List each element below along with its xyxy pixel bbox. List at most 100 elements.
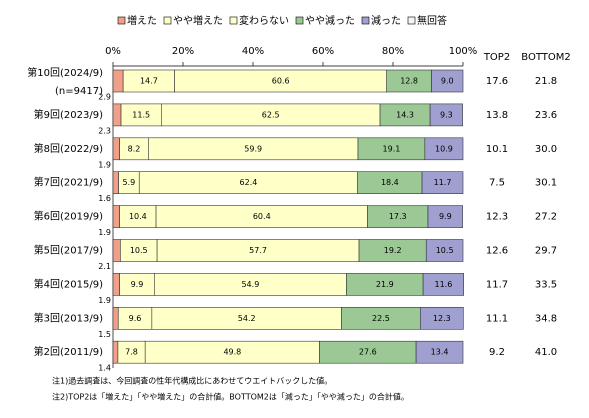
category-label: 第3回(2013/9) [34, 311, 103, 324]
summary-header: TOP2 [483, 52, 510, 63]
value-label: 1.6 [98, 194, 111, 203]
value-label: 49.8 [223, 348, 241, 357]
value-label: 18.4 [381, 178, 399, 187]
value-label: 1.9 [98, 296, 111, 305]
category-label: 第9回(2023/9) [34, 108, 103, 121]
value-label: 19.1 [383, 144, 401, 153]
summary-value: 33.5 [535, 279, 557, 290]
value-label: 54.2 [238, 314, 256, 323]
value-label: 12.8 [400, 77, 418, 86]
bar-segment [112, 340, 119, 364]
bar-segment [112, 205, 120, 228]
legend-label: 減った [371, 14, 401, 27]
value-label: 2.1 [98, 262, 111, 271]
value-label: 11.5 [132, 110, 150, 119]
value-label: 1.9 [98, 160, 111, 169]
summary-value: 10.1 [486, 144, 508, 155]
legend-label: やや減った [305, 14, 355, 27]
value-label: 59.9 [244, 144, 262, 153]
summary-value: 12.6 [486, 246, 508, 257]
value-label: 7.8 [125, 348, 138, 357]
summary-value: 29.7 [535, 246, 557, 257]
category-label: 第7回(2021/9) [34, 176, 103, 189]
bar-segment [425, 239, 464, 262]
legend-label: やや増えた [173, 14, 223, 27]
value-label: 1.4 [98, 364, 111, 373]
value-label: 60.4 [253, 212, 271, 221]
note: 注1)過去調査は、今回調査の性年代構成比にあわせてウエイトバックした値。 [52, 376, 332, 386]
summary-value: 34.8 [535, 313, 557, 324]
summary-value: 11.7 [486, 279, 508, 290]
category-label: 第2回(2011/9) [34, 345, 103, 358]
summary-value: 41.0 [535, 347, 557, 358]
x-tick-label: 20% [172, 46, 194, 57]
value-label: 62.5 [262, 110, 280, 119]
value-label: 21.9 [376, 280, 394, 289]
bar-segment [422, 273, 465, 296]
summary-value: 7.5 [489, 178, 505, 189]
summary-value: 12.3 [486, 212, 508, 223]
value-label: 27.6 [359, 348, 377, 357]
value-label: 9.0 [441, 77, 454, 86]
value-label: 10.9 [435, 144, 453, 153]
note: 注2)TOP2は「増えた」「やや増えた」の合計値。BOTTOM2は「減った」「や… [52, 392, 409, 402]
value-label: 2.3 [98, 126, 111, 135]
value-label: 11.6 [434, 280, 452, 289]
value-label: 8.2 [128, 144, 141, 153]
value-label: 19.2 [384, 246, 402, 255]
legend-label: 変わらない [239, 14, 289, 27]
bar-segment [419, 306, 464, 330]
value-label: 2.9 [98, 93, 111, 102]
x-tick-label: 80% [382, 46, 404, 57]
legend-swatch [163, 16, 172, 25]
value-label: 10.5 [130, 246, 148, 255]
value-label: 10.4 [129, 212, 147, 221]
summary-value: 11.1 [486, 313, 508, 324]
summary-value: 21.8 [535, 76, 557, 87]
value-label: 1.9 [98, 228, 111, 237]
value-label: 11.7 [434, 178, 452, 187]
summary-value: 9.2 [489, 347, 505, 358]
bar-segment [112, 273, 120, 296]
bar-segment [112, 171, 119, 194]
value-label: 9.6 [129, 314, 142, 323]
value-label: 22.5 [372, 314, 390, 323]
bar-segment [431, 69, 464, 93]
category-label: 第6回(2019/9) [34, 210, 103, 223]
category-label: 第8回(2022/9) [34, 142, 103, 155]
legend-swatch [295, 16, 304, 25]
value-label: 14.3 [396, 110, 414, 119]
value-label: 5.9 [123, 178, 136, 187]
value-label: 54.9 [241, 280, 259, 289]
value-label: 12.3 [433, 314, 451, 323]
value-label: 57.7 [249, 246, 267, 255]
x-tick-label: 40% [242, 46, 264, 57]
value-label: 9.3 [440, 110, 453, 119]
value-label: 1.5 [98, 330, 111, 339]
value-label: 13.4 [431, 348, 449, 357]
category-label: 第5回(2017/9) [34, 244, 103, 257]
category-note: (n=9417) [55, 86, 103, 97]
bar-segment [421, 171, 464, 194]
bar-segment [427, 205, 463, 228]
value-label: 17.3 [389, 212, 407, 221]
legend-swatch [407, 16, 416, 25]
bar-segment [429, 103, 463, 127]
value-label: 62.4 [240, 178, 258, 187]
x-tick-label: 60% [312, 46, 334, 57]
legend-label: 無回答 [417, 14, 447, 27]
summary-value: 23.6 [535, 110, 557, 121]
summary-value: 30.0 [535, 144, 557, 155]
legend-swatch [229, 16, 238, 25]
bar-segment [424, 137, 464, 161]
bar-segment [415, 340, 464, 364]
value-label: 9.9 [439, 212, 452, 221]
summary-value: 30.1 [535, 178, 557, 189]
legend-label: 増えた [127, 14, 157, 27]
bar-segment [112, 239, 121, 262]
bar-segment [112, 69, 124, 93]
value-label: 10.5 [436, 246, 454, 255]
value-label: 9.9 [131, 280, 144, 289]
legend-swatch [361, 16, 370, 25]
bar-segment [112, 103, 122, 127]
